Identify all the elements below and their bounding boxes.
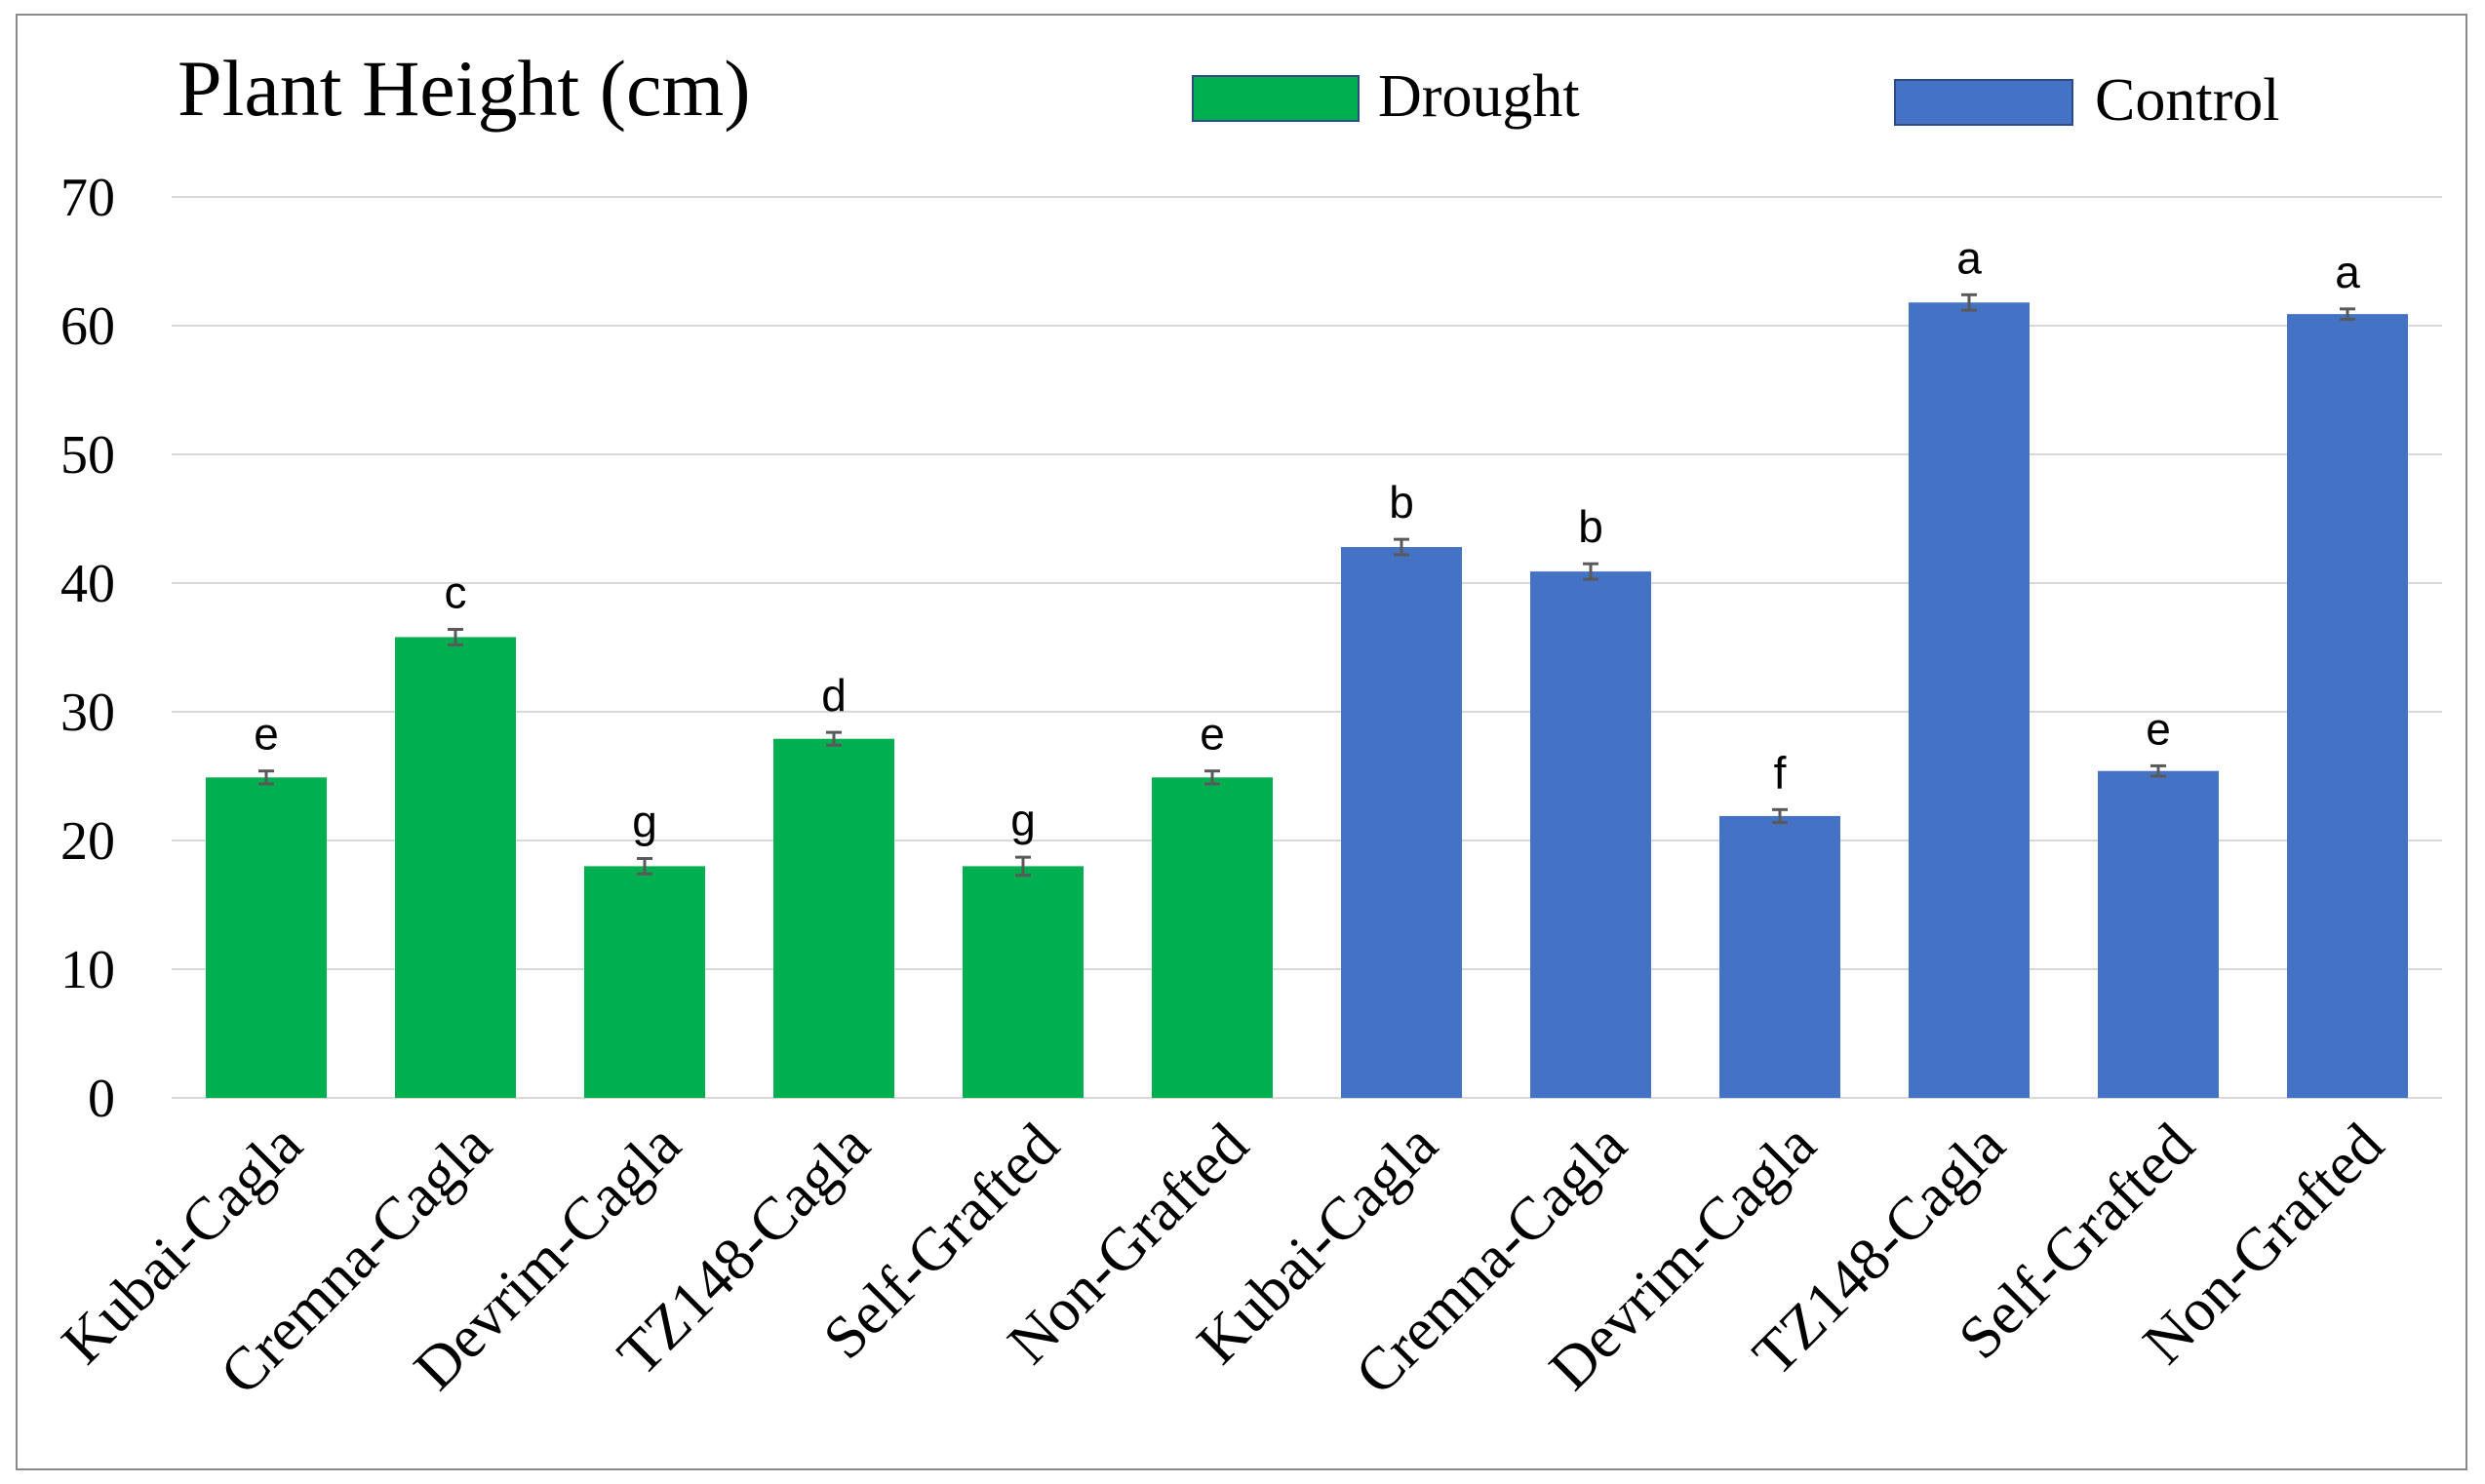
y-tick-label: 10 [60, 940, 115, 1000]
legend-swatch-control [1894, 79, 2073, 126]
error-bar-drought-devrim-cagla [637, 856, 652, 876]
bar-control-devrim-cagla [1719, 815, 1840, 1098]
data-labels: e c g d g e b b f a e a [254, 232, 2360, 846]
legend-label-drought: Drought [1378, 63, 1580, 130]
significance-label: a [2335, 247, 2360, 297]
bar-control-kubai-cagla [1341, 547, 1462, 1098]
significance-label: b [1578, 501, 1603, 552]
y-tick-label: 60 [60, 296, 115, 357]
error-bar-control-self-grafted [2150, 763, 2166, 778]
gridlines [172, 196, 2442, 1099]
legend-label-control: Control [2095, 67, 2279, 134]
significance-label: g [632, 796, 657, 846]
y-tick-label: 70 [60, 168, 115, 228]
bars [206, 302, 2408, 1098]
significance-label: e [254, 709, 279, 760]
legend-item-drought: Drought [1192, 63, 1580, 130]
y-tick-label: 30 [60, 683, 115, 743]
error-bar-control-non-grafted [2340, 307, 2355, 321]
error-bar-drought-cremna-cagla [448, 628, 463, 646]
bar-control-cremna-cagla [1530, 571, 1651, 1098]
plant-height-chart: e c g d g e b b f a e a 0 10 20 30 40 50 60 70 Kubai-Cagla… [50, 44, 2442, 1408]
error-bar-drought-kubai-cagla [258, 769, 274, 786]
y-tick-label: 20 [60, 811, 115, 872]
significance-label: b [1389, 477, 1414, 527]
significance-label: g [1010, 795, 1036, 845]
chart-title: Plant Height (cm) [178, 44, 751, 133]
bar-control-tz148-cagla [1909, 302, 2030, 1098]
significance-label: d [821, 670, 847, 721]
bar-drought-self-grafted [963, 866, 1084, 1098]
error-bar-control-kubai-cagla [1394, 537, 1409, 557]
error-bar-drought-non-grafted [1204, 769, 1220, 786]
bar-drought-devrim-cagla [584, 866, 705, 1098]
significance-label: f [1774, 747, 1787, 798]
bar-drought-non-grafted [1152, 777, 1273, 1098]
significance-label: a [1956, 232, 1982, 283]
error-bar-drought-self-grafted [1015, 855, 1031, 878]
legend-swatch-drought [1192, 75, 1360, 122]
y-tick-label: 0 [88, 1069, 115, 1129]
x-axis-ticks: Kubai-CaglaCremna-CaglaDevrim-CaglaTZ148… [50, 1112, 2396, 1408]
bar-control-non-grafted [2287, 314, 2408, 1098]
significance-label: e [1200, 709, 1225, 760]
bar-drought-kubai-cagla [206, 777, 327, 1098]
legend: Drought Control [1192, 63, 2279, 134]
legend-item-control: Control [1894, 67, 2279, 134]
y-axis-ticks: 0 10 20 30 40 50 60 70 [60, 168, 115, 1129]
y-tick-label: 40 [60, 554, 115, 614]
error-bar-control-devrim-cagla [1772, 807, 1788, 825]
error-bars [258, 293, 2355, 878]
chart-frame: e c g d g e b b f a e a 0 10 20 30 40 50 60 70 Kubai-Cagla… [16, 14, 2467, 1470]
y-tick-label: 50 [60, 425, 115, 486]
bar-drought-cremna-cagla [395, 637, 516, 1098]
significance-label: e [2146, 703, 2171, 754]
bar-drought-tz148-cagla [773, 738, 894, 1098]
error-bar-control-cremna-cagla [1583, 562, 1598, 581]
significance-label: c [445, 567, 467, 618]
error-bar-drought-tz148-cagla [826, 730, 842, 747]
error-bar-control-tz148-cagla [1961, 293, 1977, 312]
bar-control-self-grafted [2098, 770, 2219, 1098]
